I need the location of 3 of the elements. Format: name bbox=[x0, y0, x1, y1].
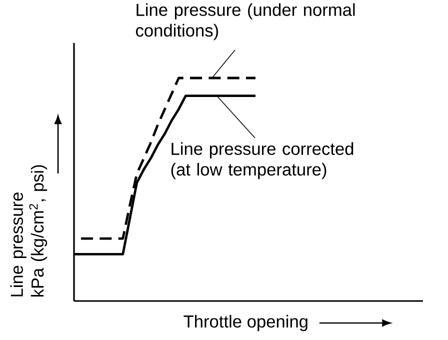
x-axis-title: Throttle opening bbox=[184, 314, 308, 332]
annotation: Line pressure (under normal conditions) bbox=[136, 3, 355, 40]
annotation: Line pressure corrected (at low temperature) bbox=[171, 142, 354, 180]
